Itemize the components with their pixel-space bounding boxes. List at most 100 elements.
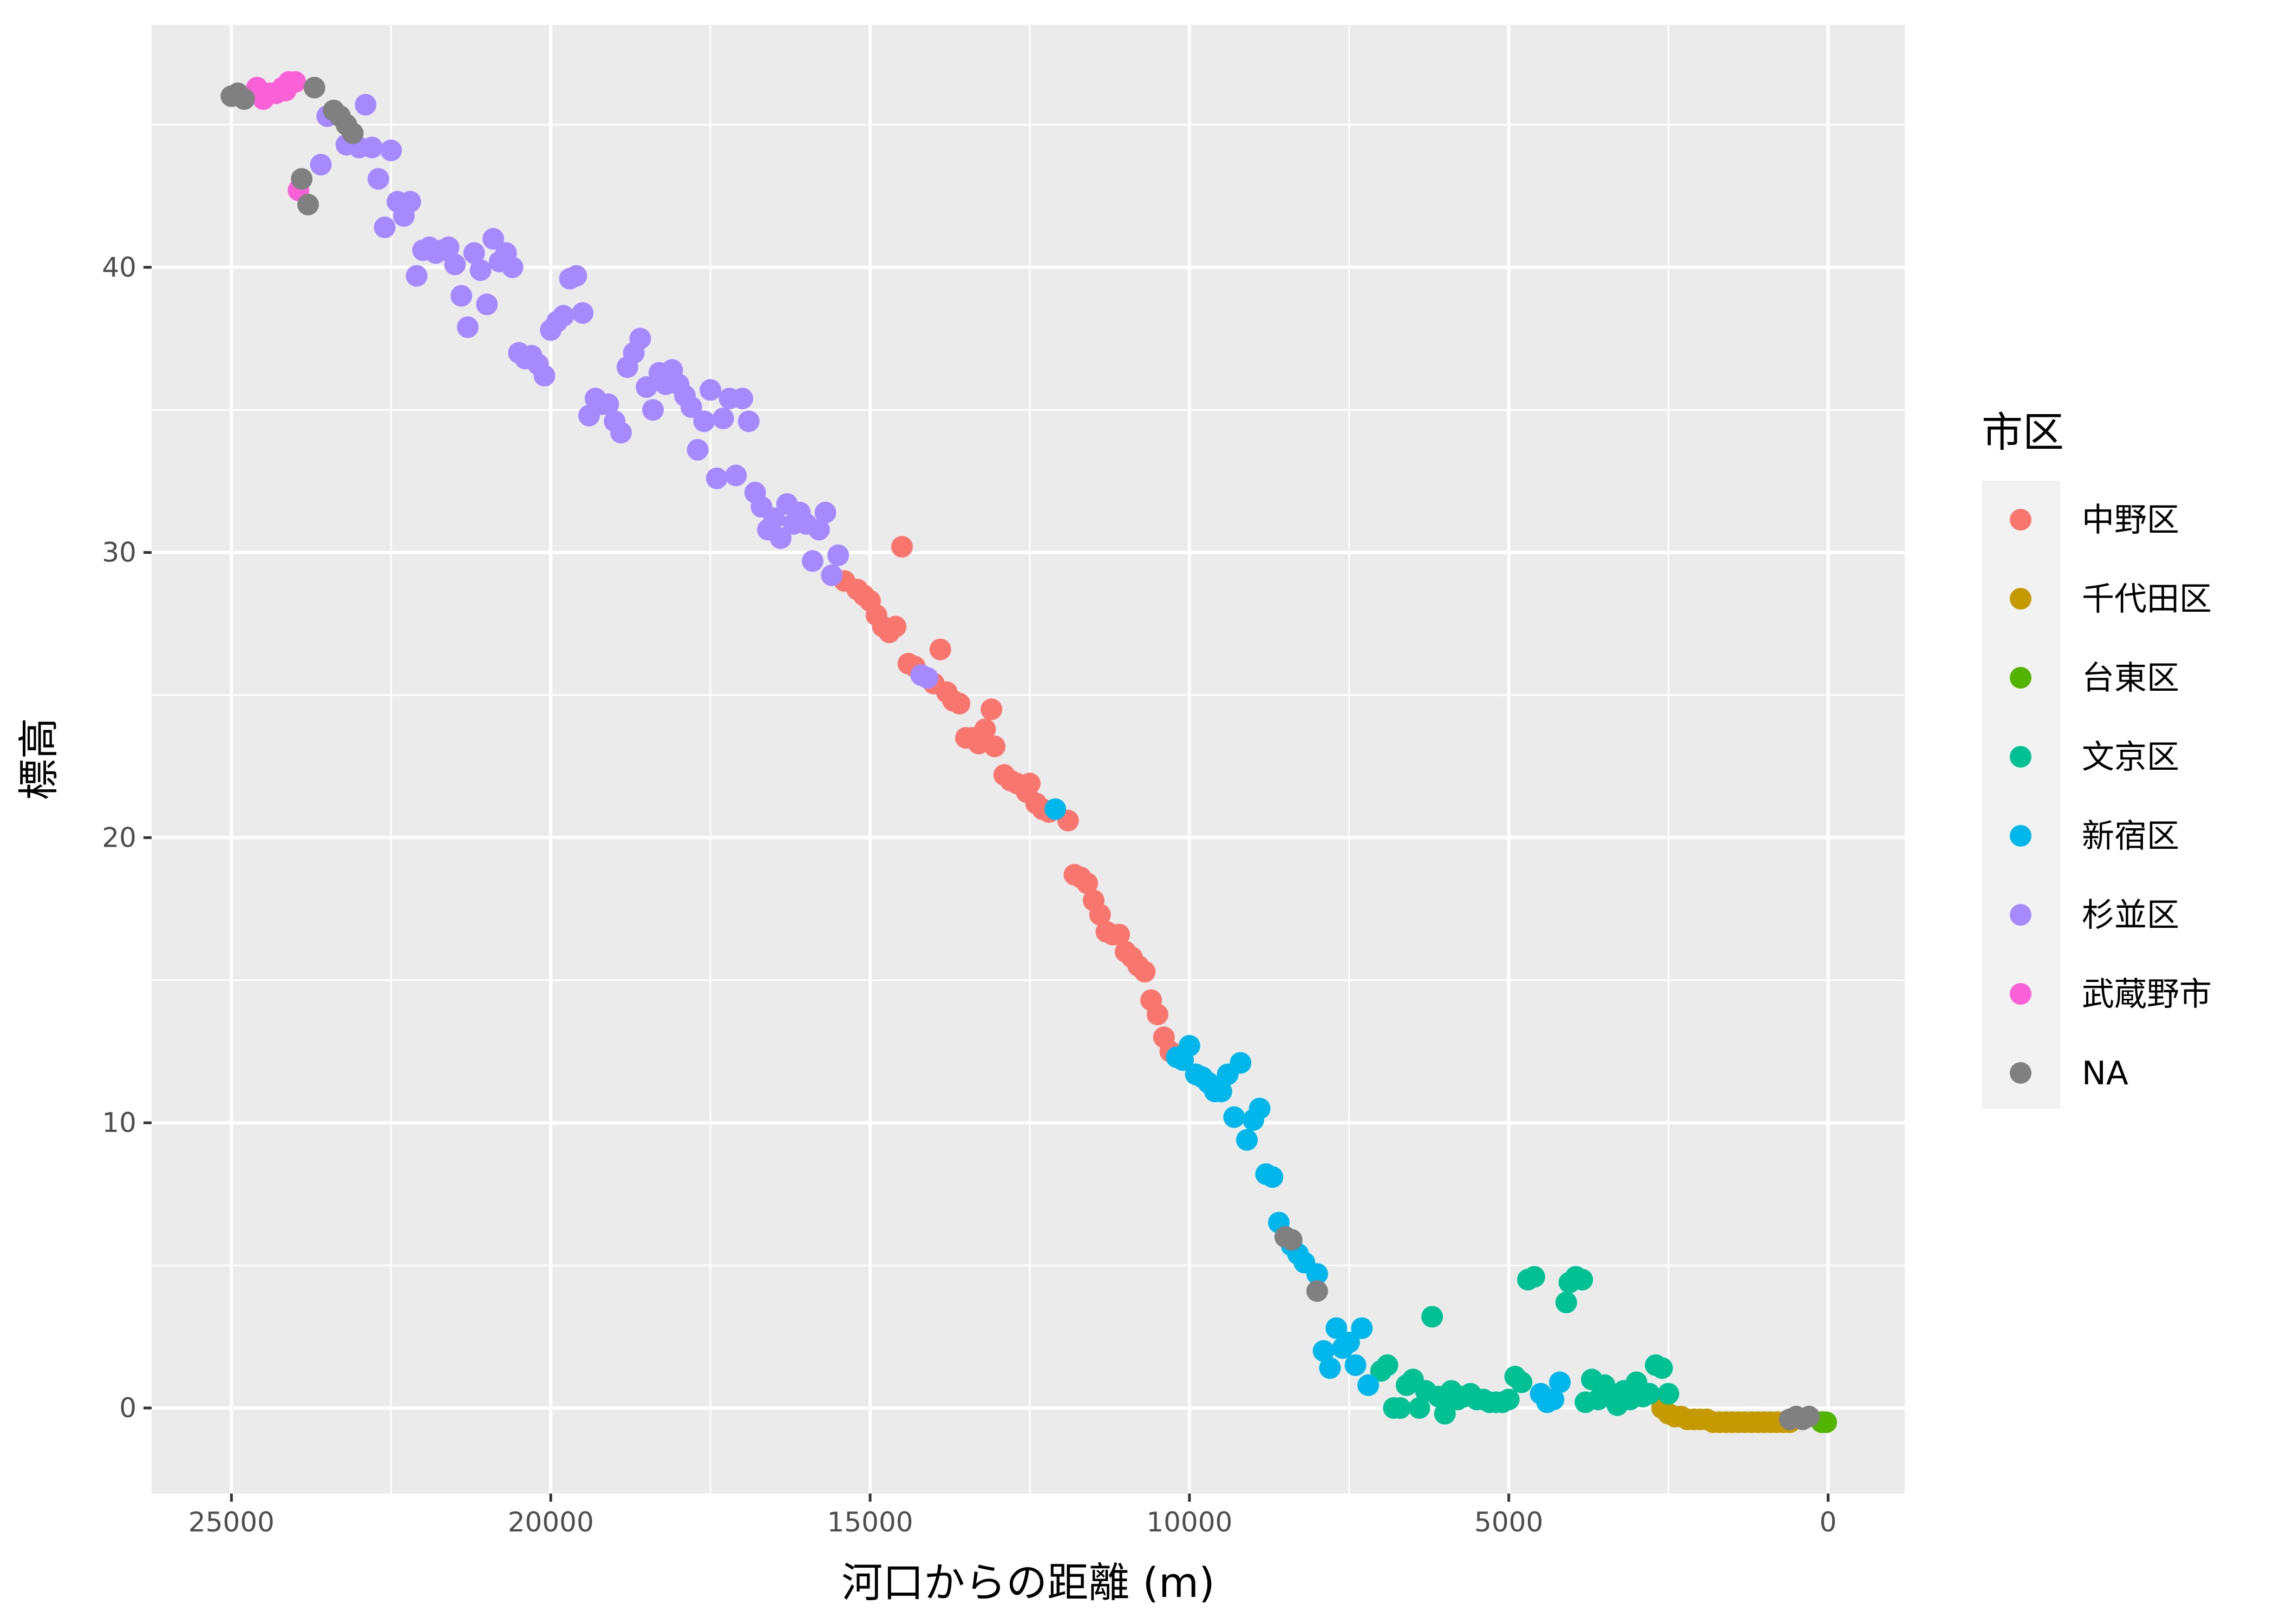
y-tick-label: 40 <box>102 252 136 283</box>
x-tick-label: 25000 <box>188 1507 275 1538</box>
data-point <box>610 422 632 444</box>
data-point <box>1146 1004 1168 1025</box>
legend-title: 市区 <box>1982 408 2064 456</box>
legend-label: 文京区 <box>2082 738 2179 776</box>
legend-key <box>2010 983 2031 1005</box>
legend-key <box>2010 746 2031 768</box>
data-point <box>1571 1268 1593 1291</box>
minor-gridlines <box>152 25 1905 1494</box>
data-point <box>1223 1106 1245 1128</box>
data-point <box>1108 924 1131 946</box>
data-points <box>220 71 1837 1433</box>
y-axis: 0 10 20 30 40 <box>102 252 152 1424</box>
data-point <box>1178 1034 1200 1057</box>
data-point <box>1312 1340 1335 1362</box>
data-point <box>821 564 843 586</box>
x-tick-label: 0 <box>1820 1507 1837 1538</box>
data-point <box>712 408 734 429</box>
legend-label: 中野区 <box>2082 501 2179 539</box>
data-point <box>891 536 913 558</box>
x-tick-label: 20000 <box>508 1507 594 1538</box>
data-point <box>469 259 492 281</box>
data-point <box>1236 1129 1258 1151</box>
data-point <box>769 527 792 549</box>
y-tick-label: 30 <box>102 537 136 568</box>
data-point <box>1249 1097 1271 1119</box>
data-point <box>1306 1263 1328 1285</box>
legend-label: 新宿区 <box>2082 817 2179 855</box>
data-point <box>808 519 830 541</box>
data-point <box>361 136 383 159</box>
data-point <box>1389 1397 1412 1419</box>
legend-key <box>2010 667 2031 689</box>
data-point <box>636 376 658 398</box>
data-point <box>1344 1354 1367 1376</box>
data-point <box>1549 1371 1571 1393</box>
data-point <box>1638 1383 1661 1405</box>
legend-label: NA <box>2082 1055 2128 1092</box>
x-axis: 25000 20000 15000 10000 5000 0 <box>188 1494 1837 1538</box>
data-point <box>687 438 709 461</box>
legend-key <box>2010 904 2031 926</box>
x-tick-label: 15000 <box>827 1507 913 1538</box>
data-point <box>463 242 485 264</box>
data-point <box>725 464 747 487</box>
data-point <box>1434 1403 1456 1425</box>
data-point <box>929 638 951 660</box>
data-point <box>1408 1397 1430 1419</box>
data-point <box>981 698 1003 721</box>
data-point <box>1280 1229 1303 1251</box>
data-point <box>1421 1306 1443 1328</box>
data-point <box>827 544 850 566</box>
data-point <box>1338 1331 1360 1353</box>
data-point <box>1523 1266 1545 1288</box>
data-point <box>1555 1292 1577 1313</box>
data-point <box>1262 1166 1284 1188</box>
legend-key <box>2010 825 2031 847</box>
data-point <box>450 285 473 307</box>
data-point <box>1230 1052 1252 1074</box>
data-point <box>1357 1374 1380 1396</box>
data-point <box>399 191 421 213</box>
data-point <box>1210 1081 1232 1103</box>
y-tick-label: 0 <box>119 1392 136 1424</box>
data-point <box>1044 798 1067 820</box>
data-point <box>763 507 786 529</box>
legend-key-background <box>1982 481 2060 1109</box>
legend-key <box>2010 509 2031 531</box>
data-point <box>1076 872 1099 894</box>
data-point <box>693 410 715 433</box>
data-point <box>1815 1411 1837 1433</box>
legend-key <box>2010 1062 2031 1084</box>
data-point <box>533 365 556 387</box>
data-point <box>731 388 754 410</box>
data-point <box>814 501 837 523</box>
data-point <box>737 410 760 433</box>
data-point <box>1319 1357 1341 1379</box>
data-point <box>565 265 587 287</box>
data-point <box>1306 1280 1328 1302</box>
data-point <box>801 550 824 572</box>
data-point <box>1511 1371 1533 1393</box>
data-point <box>456 316 479 338</box>
data-point <box>949 692 971 715</box>
data-point <box>552 305 574 327</box>
data-point <box>437 236 460 258</box>
y-axis-title: 標高 <box>15 718 63 800</box>
data-point <box>444 253 466 276</box>
plot-panel <box>152 25 1905 1494</box>
legend-key <box>2010 588 2031 610</box>
data-point <box>1798 1405 1820 1427</box>
data-point <box>1325 1317 1348 1339</box>
legend-label: 武蔵野市 <box>2082 975 2212 1013</box>
data-point <box>275 80 297 102</box>
data-point <box>1651 1357 1673 1379</box>
data-point <box>380 139 402 161</box>
data-point <box>597 393 619 415</box>
data-point <box>1376 1354 1399 1376</box>
data-point <box>476 293 498 316</box>
data-point <box>291 168 313 190</box>
